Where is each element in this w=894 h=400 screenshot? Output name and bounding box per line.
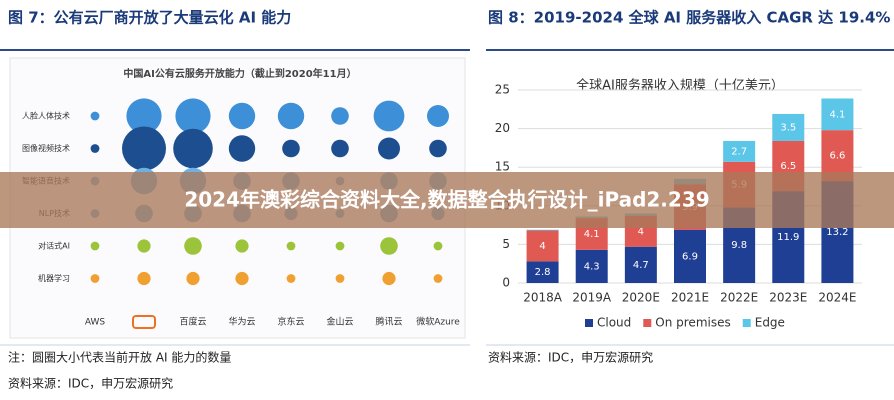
bubble xyxy=(228,102,256,130)
bubble xyxy=(429,139,447,158)
bubble xyxy=(331,139,349,158)
row-label: 图像视频技术 xyxy=(22,143,70,153)
value-label: 9.8 xyxy=(731,240,747,251)
x-tick-label: 微软Azure xyxy=(416,316,460,328)
bubble xyxy=(126,98,162,134)
bubble xyxy=(382,271,396,286)
bubble xyxy=(122,126,166,171)
value-label: 2.8 xyxy=(535,267,551,278)
banner-band xyxy=(0,172,894,228)
bubble xyxy=(286,274,296,283)
bubble xyxy=(90,241,100,251)
bubble xyxy=(235,239,249,253)
chart-title: 全球AI服务器收入规模（十亿美元） xyxy=(576,78,784,94)
value-label: 4 xyxy=(638,226,644,237)
value-label: 2.7 xyxy=(731,146,747,157)
value-label: 6.9 xyxy=(682,251,698,262)
right-source: 资料来源：IDC，申万宏源研究 xyxy=(488,350,653,365)
bar-segment xyxy=(575,249,608,283)
x-tick-label: 华为云 xyxy=(228,316,255,328)
left-heading: 图 7：公有云厂商开放了大量云化 AI 能力 xyxy=(8,9,291,27)
legend-label: On premises xyxy=(655,316,730,330)
x-tick-label: 2022E xyxy=(720,291,758,305)
value-label: 11.9 xyxy=(777,232,799,243)
bar-segment xyxy=(526,261,559,283)
y-tick-label: 25 xyxy=(495,83,510,97)
right-heading: 图 8：2019-2024 全球 AI 服务器收入 CAGR 达 19.4% xyxy=(488,9,890,27)
left-source: 资料来源：IDC，申万宏源研究 xyxy=(8,376,173,391)
bubble xyxy=(137,271,151,286)
x-tick-label: 2021E xyxy=(671,291,709,305)
x-tick-label: 百度云 xyxy=(179,316,206,328)
bar-segment xyxy=(526,229,559,231)
value-label: 4.7 xyxy=(633,260,649,271)
row-label: 人脸人体技术 xyxy=(22,111,70,121)
bar-segment xyxy=(526,230,559,262)
bubble xyxy=(184,237,202,255)
bubble xyxy=(90,274,100,283)
x-tick-label: 2024E xyxy=(818,291,856,305)
y-tick-label: 0 xyxy=(502,276,510,290)
x-tick-label: AWS xyxy=(85,318,106,328)
bubble xyxy=(175,98,211,134)
bubble xyxy=(335,241,345,251)
chart-title: 中国AI公有云服务开放能力（截止到2020年11月） xyxy=(123,67,356,80)
legend-swatch xyxy=(742,319,751,327)
legend-swatch xyxy=(585,319,593,327)
bubble xyxy=(380,237,398,255)
bubble xyxy=(277,102,305,130)
bar-segment xyxy=(723,140,756,162)
value-label: 13.2 xyxy=(826,227,848,238)
value-label: 4.1 xyxy=(584,229,600,240)
y-tick-label: 5 xyxy=(502,237,510,251)
y-tick-label: 15 xyxy=(495,160,510,174)
bar-segment xyxy=(821,98,854,131)
bubble xyxy=(286,241,296,251)
bubble xyxy=(335,274,345,283)
legend-swatch xyxy=(643,319,652,327)
bubble xyxy=(90,144,100,153)
bubble xyxy=(228,135,256,162)
bar-segment xyxy=(624,246,657,283)
bubble xyxy=(282,139,300,158)
y-tick-label: 20 xyxy=(495,121,510,135)
row-label: 机器学习 xyxy=(38,273,70,283)
banner-text: 2024年澳彩综合资料大全,数据整合执行设计_iPad2.239 xyxy=(184,188,709,212)
bubble xyxy=(331,107,349,125)
bar-segment xyxy=(772,113,805,141)
legend-label: Edge xyxy=(755,316,785,330)
bubble xyxy=(90,111,100,121)
value-label: 4 xyxy=(539,241,545,252)
x-tick-label: 2020E xyxy=(622,291,660,305)
bubble xyxy=(433,241,443,251)
value-label: 6.6 xyxy=(829,151,845,162)
left-note: 注：圆圈大小代表当前开放 AI 能力的数量 xyxy=(8,350,231,365)
bubble xyxy=(433,274,443,283)
bubble xyxy=(373,100,405,132)
bubble xyxy=(235,271,249,286)
bubble xyxy=(186,271,200,286)
legend-label: Cloud xyxy=(597,316,631,330)
bubble xyxy=(137,239,151,253)
value-label: 4.3 xyxy=(584,261,600,272)
value-label: 3.5 xyxy=(780,122,796,133)
x-tick-label: 腾讯云 xyxy=(375,316,402,328)
row-label: 对话式AI xyxy=(38,241,70,251)
logo xyxy=(132,315,156,329)
value-label: 6.5 xyxy=(780,161,796,172)
bubble xyxy=(173,128,213,169)
x-tick-label: 2019A xyxy=(572,291,612,305)
x-tick-label: 2018A xyxy=(523,291,563,305)
bubble xyxy=(378,137,400,160)
x-tick-label: 京东云 xyxy=(277,316,304,328)
x-tick-label: 金山云 xyxy=(326,316,353,328)
bar-segment xyxy=(674,229,706,283)
bubble xyxy=(427,105,449,127)
x-tick-label: 2023E xyxy=(769,291,807,305)
value-label: 4.1 xyxy=(829,109,845,120)
